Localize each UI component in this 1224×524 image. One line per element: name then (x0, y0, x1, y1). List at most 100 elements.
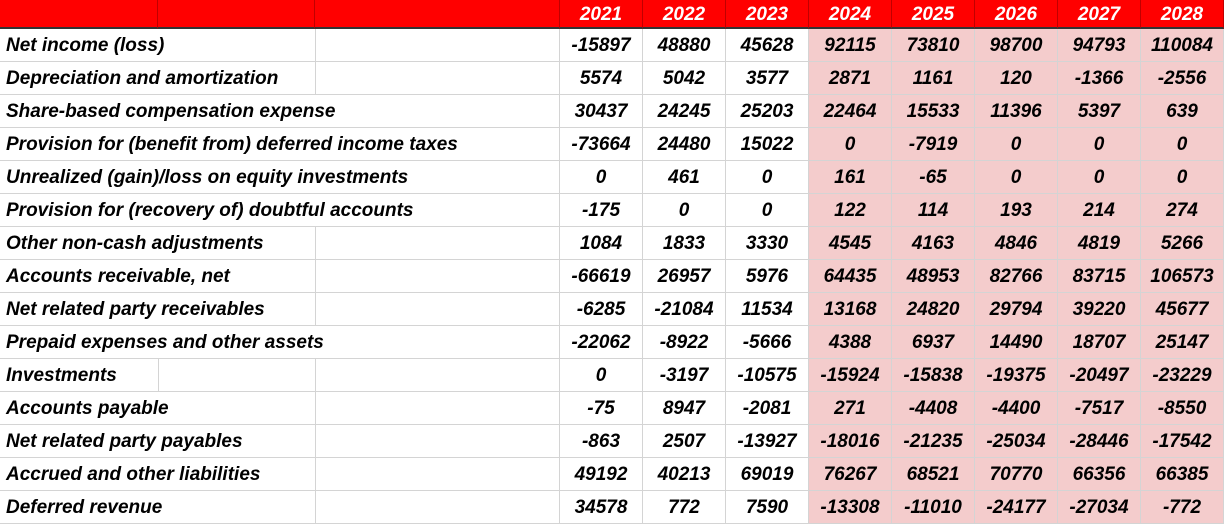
value-cell: 76267 (809, 458, 892, 491)
value-cell: 48953 (892, 260, 975, 293)
value-cell: -21235 (892, 425, 975, 458)
row-label: Unrealized (gain)/loss on equity investm… (0, 161, 560, 194)
value-cell: 39220 (1058, 293, 1141, 326)
cell-border (559, 491, 560, 524)
value-cell: -7517 (1058, 392, 1141, 425)
value-cell: 0 (726, 161, 809, 194)
value-cell: -2081 (726, 392, 809, 425)
value-cell: 0 (560, 161, 643, 194)
value-cell: 13168 (809, 293, 892, 326)
value-cell: -23229 (1141, 359, 1224, 392)
value-cell: 1161 (892, 62, 975, 95)
cell-border (559, 29, 560, 62)
value-cell: 214 (1058, 194, 1141, 227)
cell-border (559, 128, 560, 161)
cell-border (315, 29, 316, 62)
value-cell: 0 (975, 161, 1058, 194)
value-cell: -28446 (1058, 425, 1141, 458)
value-cell: 30437 (560, 95, 643, 128)
year-header: 2026 (975, 0, 1058, 29)
value-cell: 0 (643, 194, 726, 227)
value-cell: -1366 (1058, 62, 1141, 95)
value-cell: 68521 (892, 458, 975, 491)
value-cell: 98700 (975, 29, 1058, 62)
year-header: 2022 (643, 0, 726, 29)
cell-border (559, 293, 560, 326)
value-cell: -15838 (892, 359, 975, 392)
value-cell: 24245 (643, 95, 726, 128)
row-label: Deferred revenue (0, 491, 560, 524)
value-cell: 5574 (560, 62, 643, 95)
value-cell: -863 (560, 425, 643, 458)
value-cell: 49192 (560, 458, 643, 491)
cell-border (315, 458, 316, 491)
value-cell: 274 (1141, 194, 1224, 227)
value-cell: 0 (560, 359, 643, 392)
value-cell: 2871 (809, 62, 892, 95)
value-cell: -5666 (726, 326, 809, 359)
value-cell: 45677 (1141, 293, 1224, 326)
year-header: 2024 (809, 0, 892, 29)
value-cell: -13927 (726, 425, 809, 458)
value-cell: 0 (1141, 161, 1224, 194)
cell-border (559, 458, 560, 491)
value-cell: 3577 (726, 62, 809, 95)
value-cell: 4819 (1058, 227, 1141, 260)
value-cell: 110084 (1141, 29, 1224, 62)
row-label: Provision for (recovery of) doubtful acc… (0, 194, 560, 227)
value-cell: 94793 (1058, 29, 1141, 62)
value-cell: -8922 (643, 326, 726, 359)
row-label: Accounts receivable, net (0, 260, 560, 293)
value-cell: 7590 (726, 491, 809, 524)
value-cell: 66356 (1058, 458, 1141, 491)
cell-border (559, 359, 560, 392)
year-header: 2028 (1141, 0, 1224, 29)
header-blank (0, 0, 158, 29)
cell-border (559, 227, 560, 260)
value-cell: 83715 (1058, 260, 1141, 293)
value-cell: 15022 (726, 128, 809, 161)
value-cell: 29794 (975, 293, 1058, 326)
value-cell: 40213 (643, 458, 726, 491)
value-cell: -65 (892, 161, 975, 194)
value-cell: -25034 (975, 425, 1058, 458)
value-cell: 106573 (1141, 260, 1224, 293)
value-cell: -22062 (560, 326, 643, 359)
value-cell: 69019 (726, 458, 809, 491)
value-cell: 11396 (975, 95, 1058, 128)
value-cell: 4545 (809, 227, 892, 260)
value-cell: -21084 (643, 293, 726, 326)
cell-border (559, 62, 560, 95)
value-cell: 5042 (643, 62, 726, 95)
value-cell: -15897 (560, 29, 643, 62)
value-cell: 0 (975, 128, 1058, 161)
value-cell: -2556 (1141, 62, 1224, 95)
value-cell: -75 (560, 392, 643, 425)
value-cell: 4388 (809, 326, 892, 359)
value-cell: 0 (1058, 128, 1141, 161)
year-header: 2027 (1058, 0, 1141, 29)
value-cell: 18707 (1058, 326, 1141, 359)
value-cell: 114 (892, 194, 975, 227)
cell-border (559, 161, 560, 194)
cell-border (315, 392, 316, 425)
value-cell: 22464 (809, 95, 892, 128)
value-cell: -18016 (809, 425, 892, 458)
value-cell: 1084 (560, 227, 643, 260)
value-cell: 271 (809, 392, 892, 425)
value-cell: 0 (1141, 128, 1224, 161)
header-blank (315, 0, 560, 29)
value-cell: -73664 (560, 128, 643, 161)
value-cell: 45628 (726, 29, 809, 62)
value-cell: -27034 (1058, 491, 1141, 524)
value-cell: 5976 (726, 260, 809, 293)
row-label: Provision for (benefit from) deferred in… (0, 128, 560, 161)
row-label: Other non-cash adjustments (0, 227, 560, 260)
row-label: Accounts payable (0, 392, 560, 425)
value-cell: -8550 (1141, 392, 1224, 425)
value-cell: 11534 (726, 293, 809, 326)
row-label: Depreciation and amortization (0, 62, 560, 95)
value-cell: 73810 (892, 29, 975, 62)
value-cell: -10575 (726, 359, 809, 392)
value-cell: 24480 (643, 128, 726, 161)
